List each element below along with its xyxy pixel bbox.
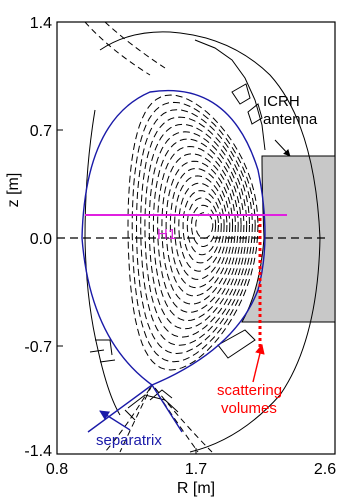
x-tick-label: 0.8 xyxy=(46,461,68,478)
protection-tiles xyxy=(231,83,263,125)
flux-surface xyxy=(144,123,248,338)
flux-surface xyxy=(178,182,225,272)
flux-surface xyxy=(148,131,245,330)
flux-surface xyxy=(152,138,242,322)
inner-wall xyxy=(84,109,121,416)
icrh-antenna xyxy=(241,155,335,323)
y-tick-label: -0.7 xyxy=(24,339,52,356)
limiter-structure xyxy=(194,39,266,151)
flux-surface xyxy=(131,101,256,363)
icrh-label-1: ICRH xyxy=(263,93,300,110)
scattering-arrow xyxy=(252,344,265,383)
flux-surface xyxy=(161,153,236,305)
flux-surfaces xyxy=(127,94,259,371)
flux-surface xyxy=(186,197,220,256)
separatrix-curve xyxy=(81,90,266,433)
flux-surface xyxy=(157,145,239,313)
flux-surface xyxy=(127,94,259,371)
flux-surface xyxy=(135,109,253,355)
flux-surface xyxy=(195,212,214,239)
y-tick-label: 0.0 xyxy=(30,231,52,248)
y-tick-label: 0.7 xyxy=(30,123,52,140)
separatrix-arrow xyxy=(99,410,131,431)
flux-surface xyxy=(169,167,231,289)
scattering-label-2: volumes xyxy=(221,400,277,417)
x-axis-label: R [m] xyxy=(177,480,215,497)
x-tick-label: 1.7 xyxy=(185,461,207,478)
x-tick-label: 2.6 xyxy=(314,461,336,478)
antenna-limiter xyxy=(217,329,256,359)
y-axis-label: z [m] xyxy=(5,173,22,208)
separatrix-label: separatrix xyxy=(96,432,162,449)
flux-surface xyxy=(174,175,228,280)
icrh-label-2: antenna xyxy=(263,111,318,128)
h1-label: H1 xyxy=(157,226,176,243)
y-tick-label: 1.4 xyxy=(30,15,52,32)
divertor-structure xyxy=(124,389,179,421)
outer-wall xyxy=(99,31,321,453)
icrh-arrow xyxy=(274,139,291,157)
y-tick-label: -1.4 xyxy=(24,443,52,460)
inner-coils xyxy=(89,339,116,363)
divertor-legs xyxy=(84,22,213,453)
flux-surface xyxy=(182,190,222,264)
flux-surface xyxy=(165,160,234,297)
flux-surface xyxy=(190,204,217,248)
scattering-label-1: scattering xyxy=(217,382,282,399)
flux-surface xyxy=(140,116,251,346)
